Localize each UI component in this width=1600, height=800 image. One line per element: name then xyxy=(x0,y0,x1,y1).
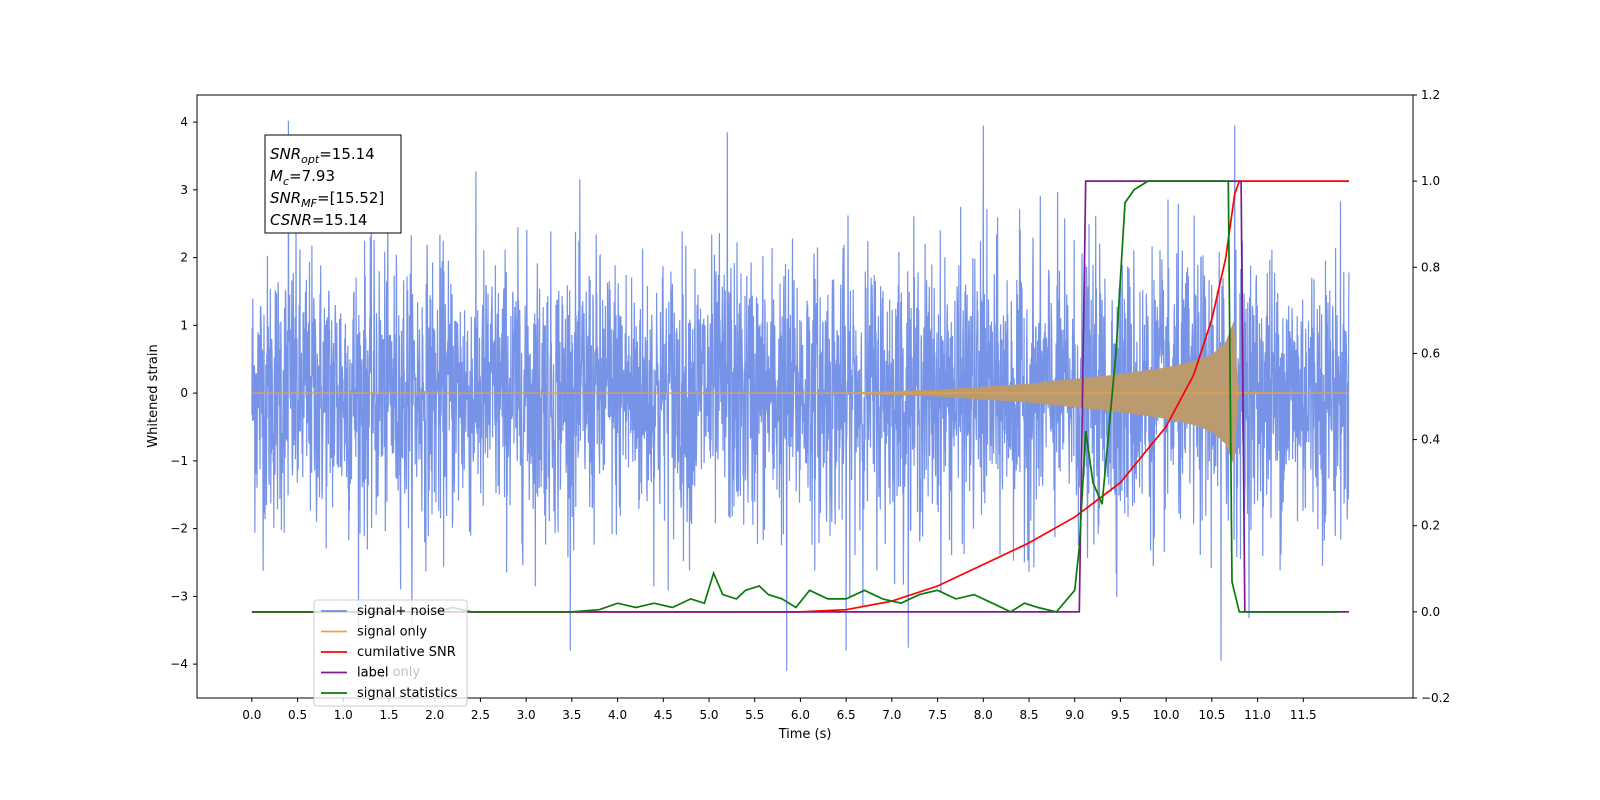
series-cumilative-snr xyxy=(251,180,1349,613)
x-axis: 0.0 0.5 1.0 1.5 2.0 2.5 3.0 3.5 4.0 4.5 5.0 5.5 6.0 6… xyxy=(242,698,1317,722)
y2-tick-label: 0.6 xyxy=(1421,346,1440,360)
x-tick-label: 7.0 xyxy=(882,708,901,722)
y-tick-label: −3 xyxy=(170,589,188,603)
x-tick-label: 9.0 xyxy=(1065,708,1084,722)
x-tick-label: 10.5 xyxy=(1198,708,1225,722)
x-tick-label: 10.0 xyxy=(1153,708,1180,722)
y-tick-label: 1 xyxy=(180,318,188,332)
y2-tick-label: 1.0 xyxy=(1421,174,1440,188)
annotation-line: SNRopt=15.14 xyxy=(270,145,375,166)
x-tick-label: 9.5 xyxy=(1111,708,1130,722)
x-tick-label: 5.5 xyxy=(745,708,764,722)
y-tick-label: −1 xyxy=(170,454,188,468)
annotation-box: SNRopt=15.14Mc=7.93SNRMF=[15.52]CSNR=15.… xyxy=(264,134,402,234)
y2-tick-label: −0.2 xyxy=(1421,691,1450,705)
legend-label: signal statistics xyxy=(357,686,458,701)
legend: signal+ noise signal only cumilative SNR la… xyxy=(313,599,468,707)
x-tick-label: 11.0 xyxy=(1244,708,1271,722)
legend-label: label xyxy=(357,666,388,681)
x-tick-label: 8.0 xyxy=(974,708,993,722)
y-tick-label: 2 xyxy=(180,251,188,265)
axes-frame xyxy=(196,94,1414,699)
annotation-frame xyxy=(264,134,402,234)
y2-tick-label: 0.0 xyxy=(1421,605,1440,619)
x-tick-label: 11.5 xyxy=(1290,708,1317,722)
plot-area xyxy=(251,120,1350,671)
series-signal-statistics xyxy=(251,180,1340,613)
x-tick-label: 1.5 xyxy=(379,708,398,722)
annotation-line: SNRMF=[15.52] xyxy=(270,189,384,210)
x-tick-label: 2.0 xyxy=(425,708,444,722)
legend-label: signal+ noise xyxy=(357,604,445,619)
x-tick-label: 1.0 xyxy=(334,708,353,722)
x-tick-label: 4.0 xyxy=(608,708,627,722)
x-tick-label: 6.0 xyxy=(791,708,810,722)
x-tick-label: 4.5 xyxy=(654,708,673,722)
legend-label-hidden: label only xyxy=(357,665,420,680)
annotation-line: CSNR=15.14 xyxy=(270,211,367,229)
x-tick-label: 2.5 xyxy=(471,708,490,722)
x-tick-label: 0.5 xyxy=(288,708,307,722)
x-tick-label: 6.5 xyxy=(837,708,856,722)
legend-label: cumilative SNR xyxy=(357,645,456,660)
y2-tick-label: 0.4 xyxy=(1421,433,1440,447)
y-axis-label: Whitened strain xyxy=(146,344,161,447)
x-axis-label: Time (s) xyxy=(778,727,832,742)
y-tick-label: −4 xyxy=(170,657,188,671)
y-axis-left: −4 −3 −2 −1 0 1 2 3 4 xyxy=(170,115,197,671)
x-tick-label: 8.5 xyxy=(1019,708,1038,722)
series-signal-noise xyxy=(251,120,1350,671)
y2-tick-label: 0.8 xyxy=(1421,260,1440,274)
x-tick-label: 3.5 xyxy=(562,708,581,722)
x-tick-label: 7.5 xyxy=(928,708,947,722)
x-tick-label: 5.0 xyxy=(699,708,718,722)
y-tick-label: −2 xyxy=(170,522,188,536)
y-tick-label: 3 xyxy=(180,183,188,197)
y-tick-label: 4 xyxy=(180,115,188,129)
y-axis-right: −0.2 0.0 0.2 0.4 0.6 0.8 1.0 1.2 xyxy=(1413,88,1450,705)
x-tick-label: 0.0 xyxy=(242,708,261,722)
legend-label: signal only xyxy=(357,625,427,640)
y2-tick-label: 0.2 xyxy=(1421,519,1440,533)
annotation-line: Mc=7.93 xyxy=(270,167,335,188)
y-tick-label: 0 xyxy=(180,386,188,400)
legend-frame xyxy=(313,599,468,707)
x-tick-label: 3.0 xyxy=(517,708,536,722)
y2-tick-label: 1.2 xyxy=(1421,88,1440,102)
